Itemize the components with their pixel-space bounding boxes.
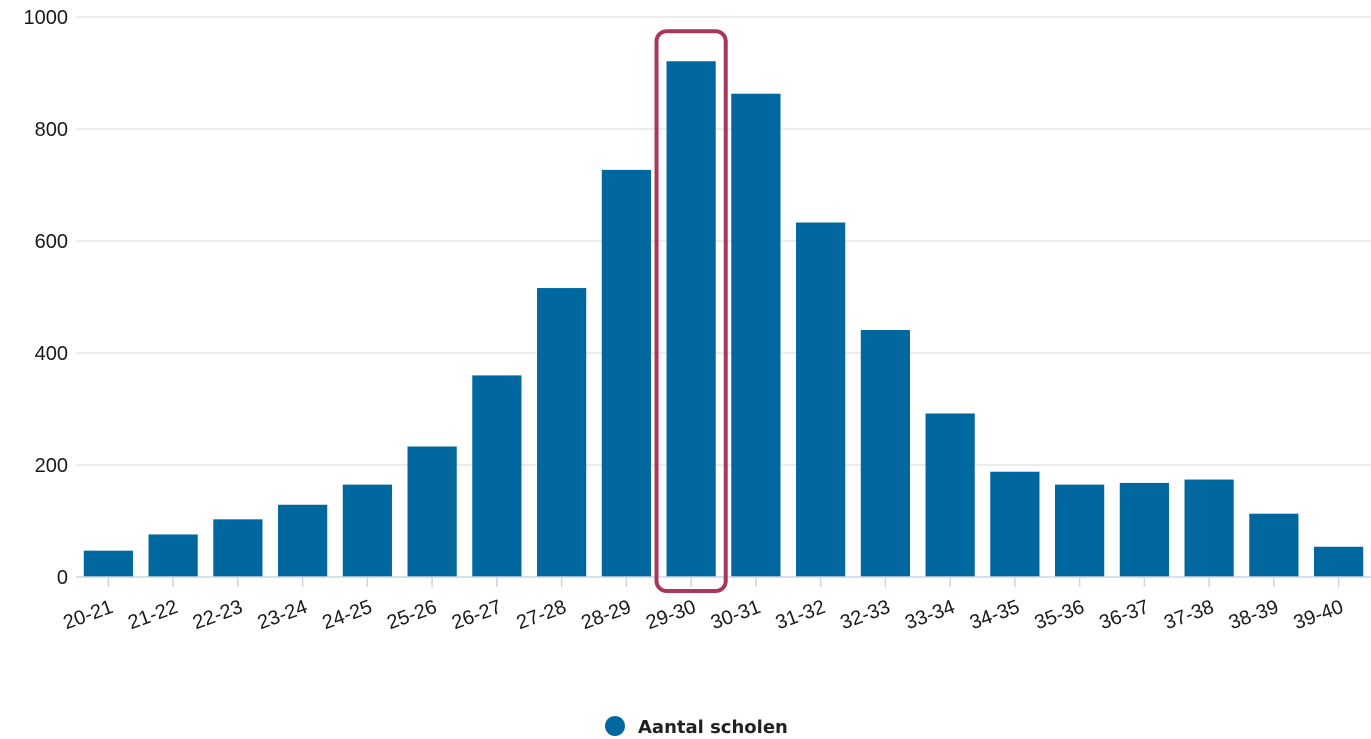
bar-22-23[interactable] [213,519,263,577]
bar-21-22[interactable] [148,534,198,577]
x-tick-label: 29-30 [643,596,699,634]
bar-30-31[interactable] [731,93,781,577]
x-tick-label: 27-28 [514,596,570,634]
x-tick-label: 26-27 [449,596,505,634]
x-tick-label: 21-22 [125,596,181,634]
x-tick-label: 38-39 [1226,596,1282,634]
bar-33-34[interactable] [925,413,975,577]
y-tick-label: 0 [57,567,68,589]
x-tick-label: 28-29 [578,596,634,634]
bar-38-39[interactable] [1249,513,1299,577]
x-tick-label: 23-24 [255,596,311,634]
legend[interactable]: Aantal scholen [605,716,788,738]
bar-32-33[interactable] [860,330,910,577]
bar-29-30[interactable] [666,61,716,578]
bar-20-21[interactable] [83,550,133,577]
y-tick-label: 800 [35,119,68,141]
x-tick-label: 37-38 [1161,596,1217,634]
bar-25-26[interactable] [407,446,457,577]
y-gridlines [76,16,1371,466]
x-tick-label: 33-34 [902,596,958,634]
y-tick-label: 200 [35,455,68,477]
x-tick-label: 32-33 [837,596,893,634]
x-tick-label: 31-32 [773,596,829,634]
x-tick-label: 36-37 [1096,596,1152,634]
legend-label-aantal-scholen: Aantal scholen [638,717,788,738]
bar-28-29[interactable] [601,169,651,577]
y-axis-ticks: 0 200 400 600 800 1000 [24,7,69,589]
highlight-box [654,29,728,594]
bar-36-37[interactable] [1119,482,1169,577]
legend-marker-aantal-scholen [605,716,625,736]
x-tick-label: 35-36 [1032,596,1088,634]
x-tick-label: 24-25 [319,596,375,634]
x-tick-label: 30-31 [708,596,764,634]
x-tick-label: 25-26 [384,596,440,634]
bars [83,61,1364,578]
x-axis-ticks: 20-21 21-22 22-23 23-24 24-25 25-26 26-27 27-28… [60,577,1346,634]
y-tick-label: 1000 [24,7,69,29]
bar-31-32[interactable] [796,222,846,577]
bar-37-38[interactable] [1184,479,1234,577]
x-tick-label: 39-40 [1291,596,1347,634]
x-tick-label: 34-35 [967,596,1023,634]
bar-26-27[interactable] [472,375,522,577]
bar-24-25[interactable] [342,484,392,577]
bar-23-24[interactable] [278,504,328,577]
y-tick-label: 400 [35,343,68,365]
bar-35-36[interactable] [1055,484,1105,577]
bar-39-40[interactable] [1314,546,1364,577]
bar-34-35[interactable] [990,471,1040,577]
bar-27-28[interactable] [537,288,587,577]
y-tick-label: 600 [35,231,68,253]
x-tick-label: 20-21 [60,596,116,634]
x-tick-label: 22-23 [190,596,246,634]
